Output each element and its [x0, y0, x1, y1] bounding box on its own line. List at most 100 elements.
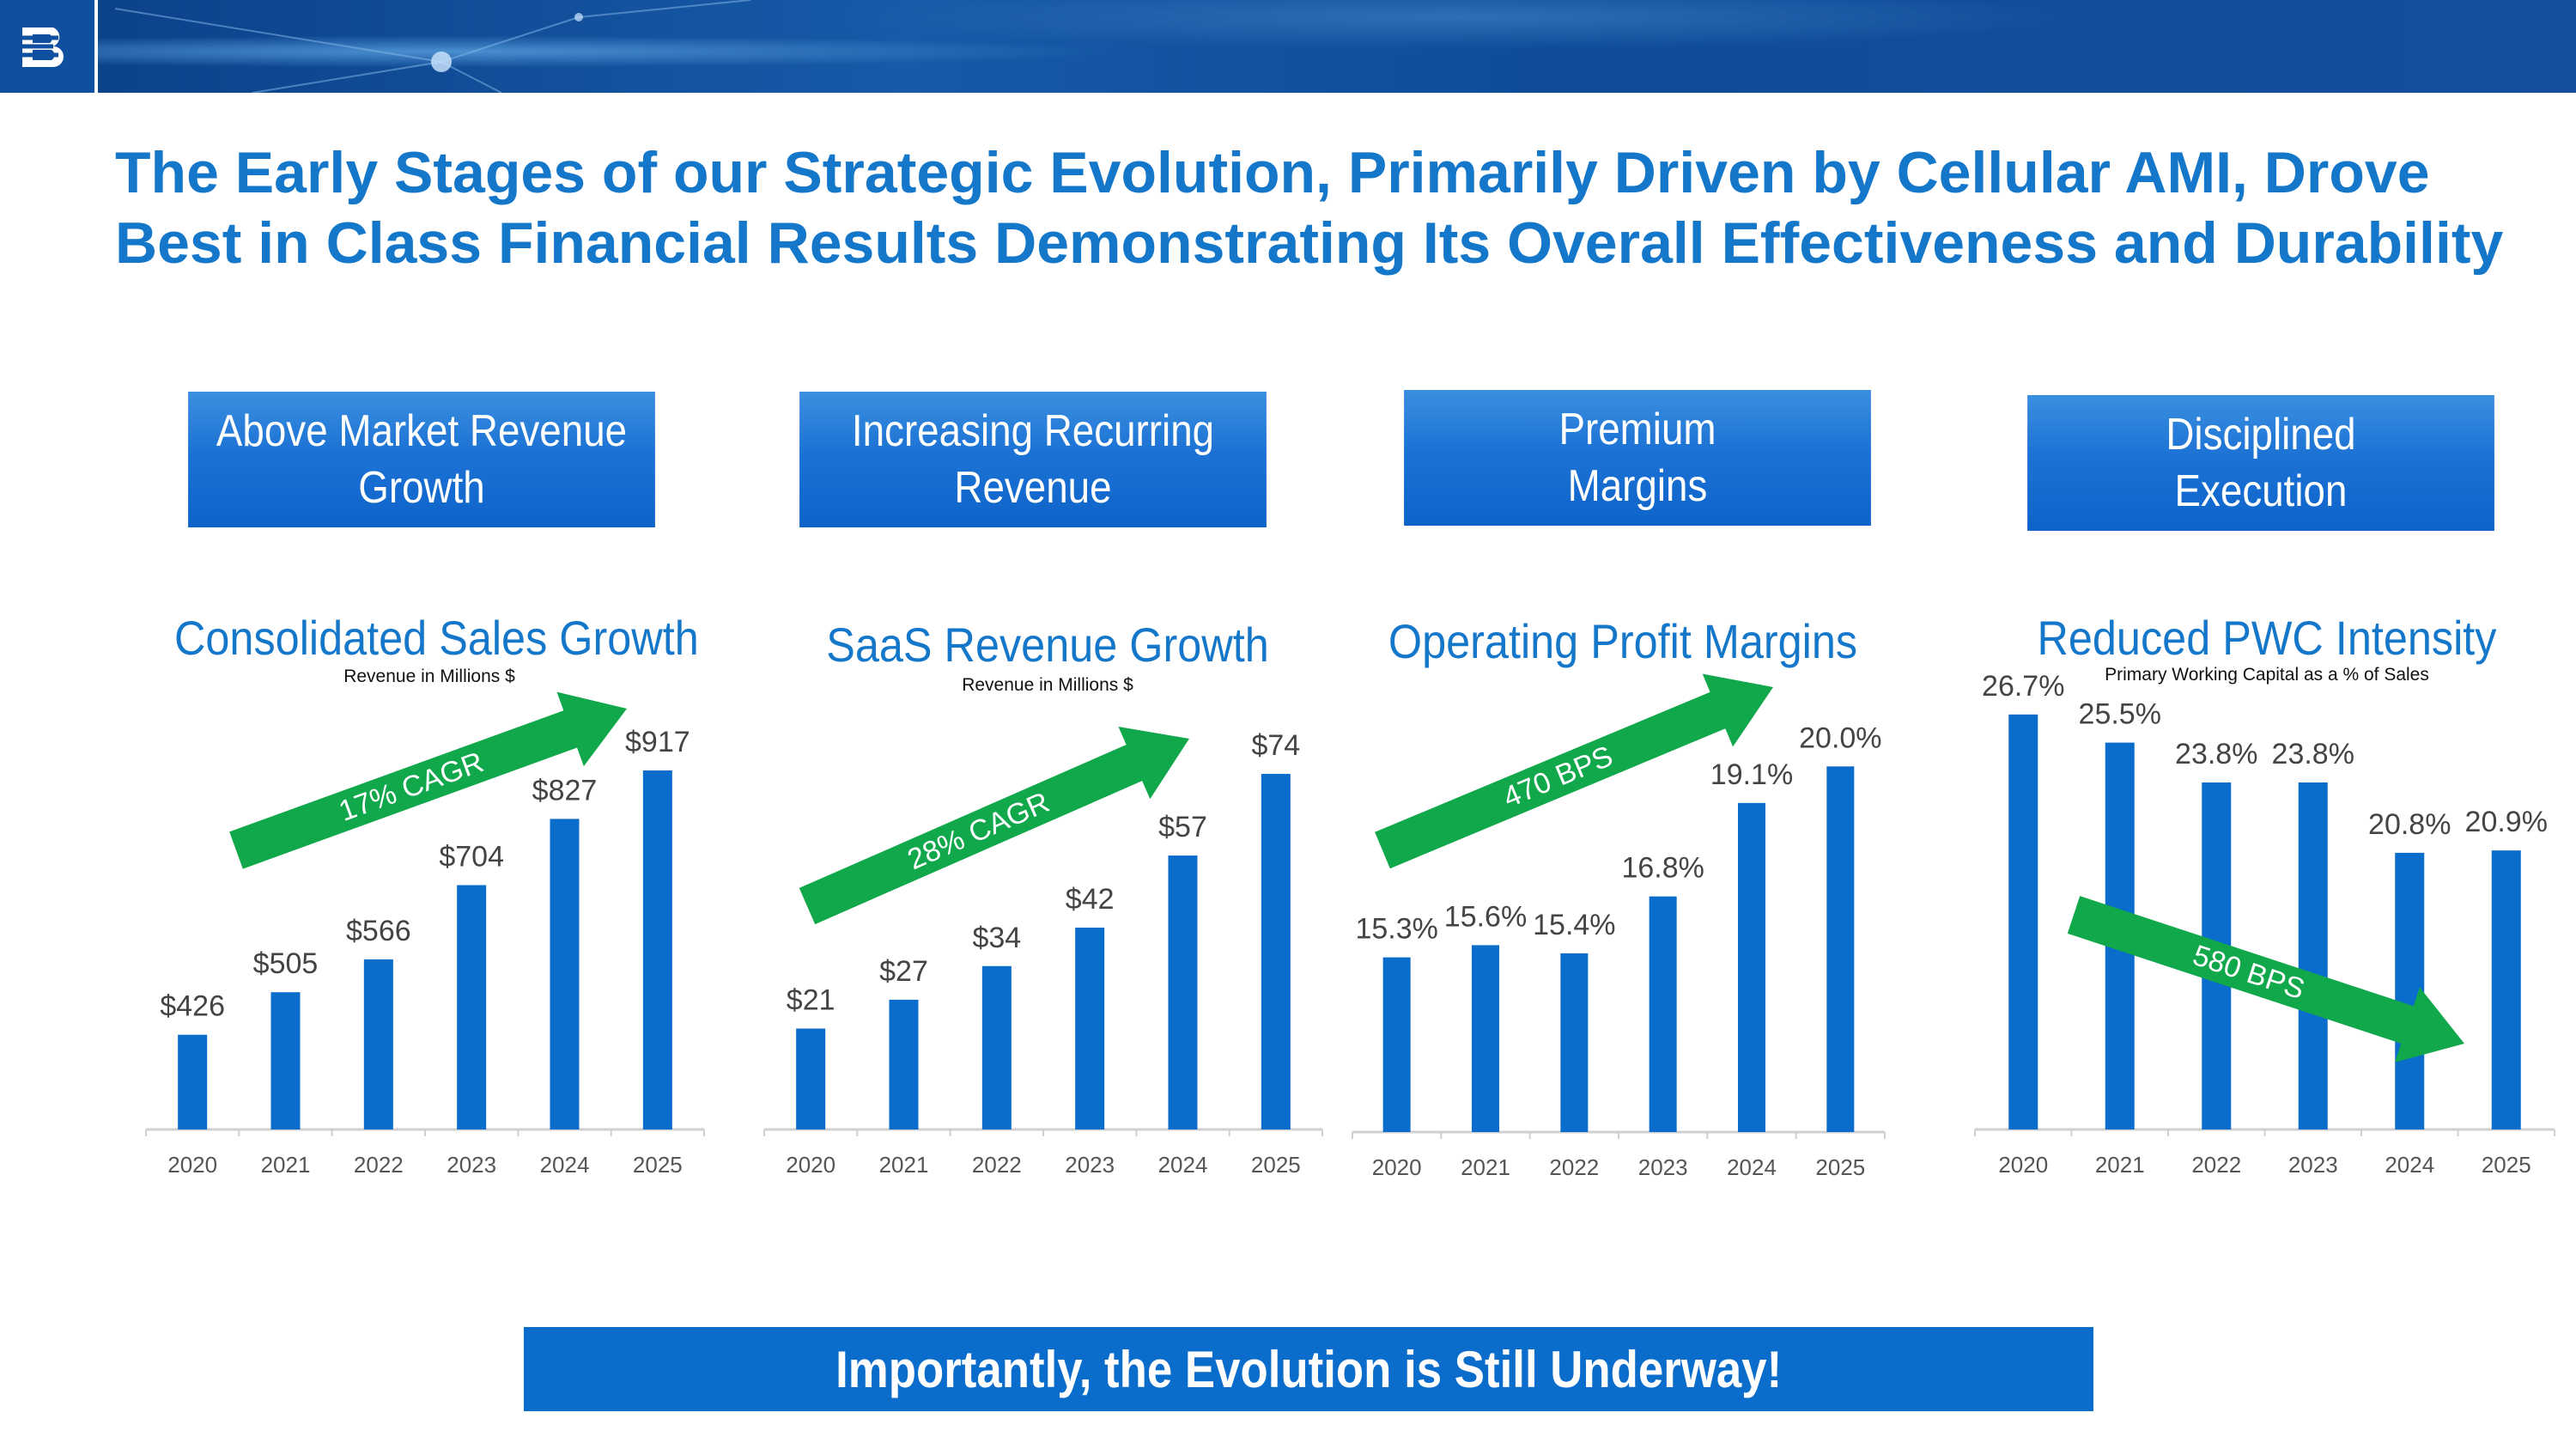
x-tick-label: 2020 — [786, 1152, 835, 1178]
bar — [1075, 928, 1105, 1129]
chart-saas-revenue: SaaS Revenue Growth Revenue in Millions … — [763, 601, 1331, 1185]
data-label: 16.8% — [1621, 852, 1704, 885]
data-label: $21 — [787, 984, 835, 1017]
data-label: $27 — [879, 955, 928, 988]
x-tick-label: 2022 — [1549, 1154, 1599, 1180]
trend-arrow-label: 470 BPS — [1498, 740, 1617, 814]
data-label: 25.5% — [2079, 698, 2161, 731]
data-label: $827 — [532, 774, 598, 807]
bar — [1382, 957, 1411, 1132]
x-tick-label: 2024 — [1158, 1152, 1208, 1178]
bar — [457, 885, 487, 1129]
data-label: $34 — [972, 922, 1021, 954]
x-tick-label: 2020 — [1372, 1154, 1422, 1180]
bar — [2008, 714, 2038, 1129]
data-label: 20.9% — [2465, 806, 2548, 838]
data-label: 23.8% — [2272, 738, 2354, 770]
pillar-premium-margins: Premium Margins — [1404, 390, 1871, 526]
x-tick-label: 2023 — [1065, 1152, 1115, 1178]
top-banner — [0, 0, 2576, 93]
chart-pwc-intensity: Reduced PWC Intensity Primary Working Ca… — [1974, 601, 2559, 1185]
bar — [1649, 896, 1677, 1132]
chart-plot: 26.7% 2020 25.5% 2021 23.8% 2022 23.8% 2023 20.8… — [1974, 670, 2555, 1178]
x-tick-label: 2024 — [540, 1152, 590, 1178]
data-label: $566 — [346, 915, 411, 947]
data-label: 23.8% — [2175, 738, 2257, 770]
network-graphic — [114, 0, 751, 93]
data-label: $74 — [1251, 729, 1300, 762]
data-label: 20.8% — [2368, 808, 2451, 841]
x-tick-label: 2021 — [2095, 1152, 2145, 1178]
trend-arrow: 28% CAGR — [799, 726, 1189, 925]
x-tick-label: 2025 — [1251, 1152, 1301, 1178]
chart-title: Operating Profit Margins — [1388, 614, 1858, 668]
data-label: $42 — [1066, 883, 1115, 916]
chart-title: Consolidated Sales Growth — [174, 611, 699, 665]
data-label: $704 — [439, 840, 504, 873]
trend-arrow-shape — [799, 726, 1189, 925]
bar — [1472, 945, 1499, 1132]
page-title: The Early Stages of our Strategic Evolut… — [115, 140, 2504, 276]
data-label: 15.3% — [1355, 913, 1437, 946]
trend-arrow-label: 28% CAGR — [902, 786, 1054, 876]
chart-subtitle: Revenue in Millions $ — [343, 667, 515, 686]
bar — [270, 992, 301, 1129]
chart-title: Reduced PWC Intensity — [2037, 611, 2497, 665]
bar — [642, 770, 672, 1129]
data-label: $57 — [1158, 811, 1207, 843]
x-tick-label: 2021 — [261, 1152, 311, 1178]
chart-subtitle: Primary Working Capital as a % of Sales — [2105, 665, 2429, 685]
x-tick-label: 2020 — [167, 1152, 217, 1178]
x-tick-label: 2023 — [1638, 1154, 1688, 1180]
bar — [1560, 953, 1589, 1132]
x-tick-label: 2020 — [1998, 1152, 2048, 1178]
x-tick-label: 2022 — [354, 1152, 404, 1178]
data-label: 15.6% — [1444, 900, 1527, 933]
bar — [1168, 855, 1198, 1129]
x-tick-label: 2025 — [633, 1152, 683, 1178]
bar — [1261, 773, 1291, 1129]
data-label: $505 — [253, 947, 319, 980]
bar — [550, 819, 580, 1129]
bar — [1738, 802, 1765, 1132]
data-label: $917 — [625, 726, 690, 758]
bar — [796, 1028, 826, 1129]
bar — [178, 1034, 208, 1129]
pillar-revenue-growth: Above Market Revenue Growth — [188, 392, 655, 527]
x-tick-label: 2025 — [1815, 1154, 1865, 1180]
pillar-recurring-revenue: Increasing Recurring Revenue — [799, 392, 1267, 527]
data-label: 20.0% — [1799, 721, 1881, 754]
trend-arrow-shape — [1375, 673, 1774, 869]
trend-arrow-shape — [229, 691, 628, 869]
x-tick-label: 2025 — [2482, 1152, 2531, 1178]
bar — [1826, 766, 1855, 1132]
trend-arrow-shape — [2067, 896, 2465, 1062]
data-label: 15.4% — [1533, 909, 1615, 941]
bar — [2298, 782, 2328, 1129]
data-label: 19.1% — [1710, 758, 1793, 791]
x-tick-label: 2023 — [447, 1152, 496, 1178]
x-tick-label: 2022 — [2191, 1152, 2241, 1178]
x-tick-label: 2021 — [1461, 1154, 1510, 1180]
footer-text: Importantly, the Evolution is Still Unde… — [835, 1340, 1783, 1398]
chart-subtitle: Revenue in Millions $ — [962, 675, 1133, 695]
x-tick-label: 2024 — [2385, 1152, 2434, 1178]
data-label: $426 — [160, 990, 225, 1023]
bar — [2491, 850, 2521, 1129]
bar — [363, 959, 393, 1129]
x-tick-label: 2023 — [2288, 1152, 2338, 1178]
chart-plot: $21 2020 $27 2021 $34 2022 $42 2023 $57 2024 $74 20… — [763, 726, 1323, 1178]
x-tick-label: 2022 — [972, 1152, 1022, 1178]
chart-plot: 15.3% 2020 15.6% 2021 15.4% 2022 16.8% 2023 19.1… — [1352, 673, 1886, 1180]
footer-banner: Importantly, the Evolution is Still Unde… — [524, 1327, 2093, 1411]
badger-meter-logo-icon — [15, 27, 64, 67]
x-tick-label: 2024 — [1727, 1154, 1777, 1180]
chart-plot: $426 2020 $505 2021 $566 2022 $704 2023 $827 2024… — [145, 691, 705, 1178]
chart-title: SaaS Revenue Growth — [826, 618, 1269, 672]
bar — [981, 965, 1012, 1129]
logo-container — [0, 0, 98, 93]
bar — [889, 999, 919, 1129]
chart-consolidated-sales: Consolidated Sales Growth Revenue in Mil… — [145, 601, 713, 1185]
chart-operating-margins: Operating Profit Margins 15.3% 2020 15.6% 2… — [1352, 601, 1893, 1185]
pillar-disciplined-execution: Disciplined Execution — [2027, 395, 2494, 531]
